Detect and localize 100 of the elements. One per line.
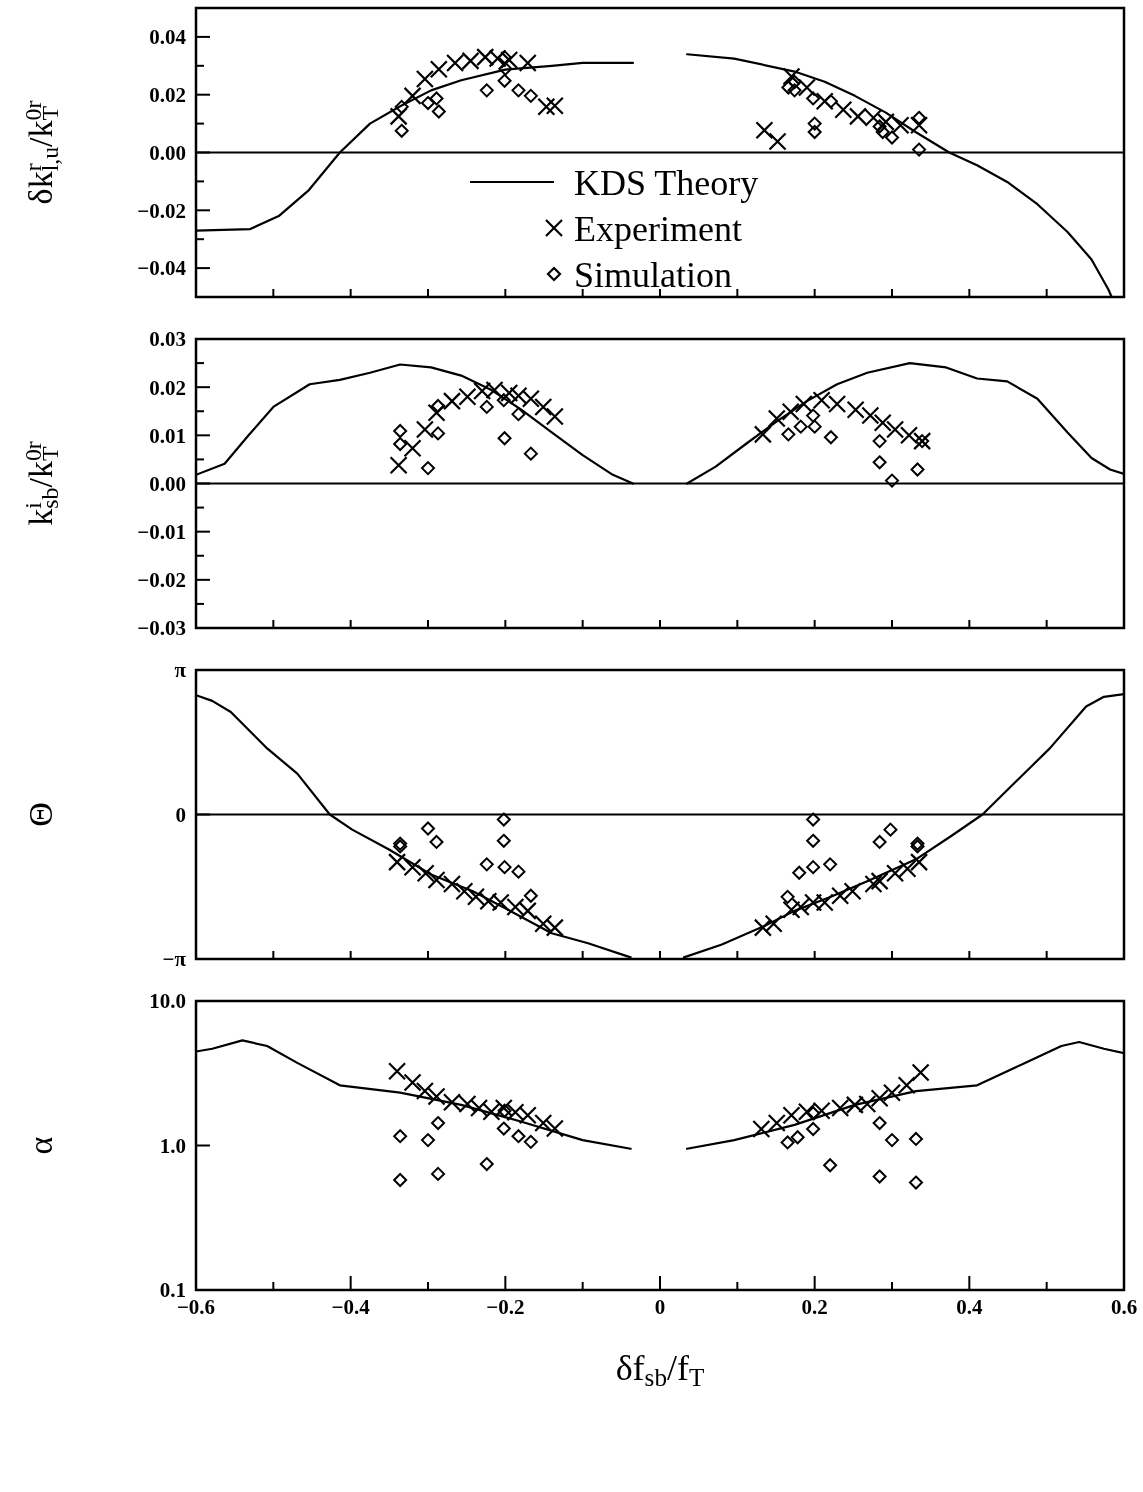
point: [831, 886, 850, 905]
point: [403, 439, 422, 458]
point: [497, 860, 512, 875]
legend-label: Experiment: [574, 208, 742, 249]
point: [781, 402, 800, 421]
point: [427, 1087, 446, 1106]
point: [911, 1063, 930, 1082]
point: [509, 386, 528, 405]
y-tick-label: 1.0: [159, 1133, 186, 1158]
y-tick-label: −0.01: [137, 520, 186, 545]
point: [782, 67, 801, 86]
point: [511, 1129, 526, 1144]
point: [834, 100, 853, 119]
x-tick-label: 0.2: [801, 1295, 828, 1319]
x-tick-label: 0.6: [1110, 1295, 1138, 1319]
point: [466, 887, 486, 906]
point: [755, 121, 774, 140]
point: [442, 392, 462, 411]
point: [875, 124, 890, 139]
point: [882, 1083, 902, 1102]
point: [872, 1169, 887, 1184]
point: [909, 853, 929, 872]
point: [479, 399, 494, 414]
point: [506, 897, 525, 917]
y-tick-label: π: [174, 658, 187, 683]
point: [872, 834, 887, 849]
point: [846, 400, 865, 419]
point: [767, 1113, 786, 1133]
point: [431, 398, 446, 413]
point: [496, 812, 511, 827]
legend-label: KDS Theory: [574, 162, 759, 203]
point: [479, 857, 494, 872]
point: [537, 97, 556, 116]
point: [403, 1073, 422, 1092]
point: [415, 1081, 435, 1101]
point: [806, 1106, 821, 1121]
point: [415, 69, 435, 89]
point: [782, 900, 801, 919]
point: [431, 104, 446, 119]
point: [764, 914, 783, 933]
point: [806, 91, 821, 106]
point: [496, 393, 511, 408]
point: [534, 397, 553, 417]
point: [806, 1122, 821, 1137]
point: [511, 864, 526, 879]
point: [479, 83, 494, 98]
point: [403, 858, 422, 877]
point: [431, 1116, 446, 1131]
point: [780, 889, 795, 904]
point: [752, 1119, 771, 1139]
point: [815, 893, 834, 912]
point: [823, 94, 838, 109]
point: [870, 1089, 889, 1108]
point: [898, 859, 917, 878]
point: [806, 408, 821, 423]
point: [545, 1119, 564, 1138]
point: [496, 1121, 511, 1136]
point: [870, 872, 889, 891]
point: [534, 1113, 553, 1133]
point: [416, 864, 435, 883]
point: [787, 74, 802, 89]
point: [872, 119, 887, 134]
y-tick-label: −0.03: [137, 616, 186, 641]
point: [792, 865, 807, 880]
point: [421, 461, 435, 476]
y-tick-label: 0.04: [149, 25, 187, 50]
point: [496, 833, 511, 848]
point: [523, 1134, 538, 1149]
point: [872, 1116, 887, 1131]
point: [393, 424, 408, 438]
point: [807, 419, 822, 434]
point: [912, 142, 927, 157]
point: [511, 83, 526, 98]
point: [843, 882, 862, 901]
point: [804, 893, 823, 912]
point: [781, 80, 796, 95]
y-axis-title: α: [22, 1136, 59, 1155]
point: [885, 1133, 899, 1148]
point: [806, 833, 821, 848]
point: [899, 426, 919, 445]
point: [497, 50, 512, 65]
point: [807, 116, 822, 131]
point: [767, 409, 786, 428]
point: [768, 132, 787, 151]
point: [885, 473, 899, 488]
y-tick-label: 0.00: [149, 471, 186, 496]
point: [883, 822, 898, 837]
point: [389, 456, 408, 475]
point: [545, 407, 564, 426]
point: [872, 434, 887, 449]
point: [523, 888, 538, 903]
point: [394, 99, 409, 114]
point: [873, 413, 892, 432]
y-tick-label: 0.03: [149, 327, 186, 352]
point: [393, 437, 408, 451]
point: [885, 130, 899, 145]
point: [793, 419, 808, 434]
point: [387, 853, 407, 872]
point: [823, 1158, 838, 1173]
point: [431, 1166, 446, 1181]
